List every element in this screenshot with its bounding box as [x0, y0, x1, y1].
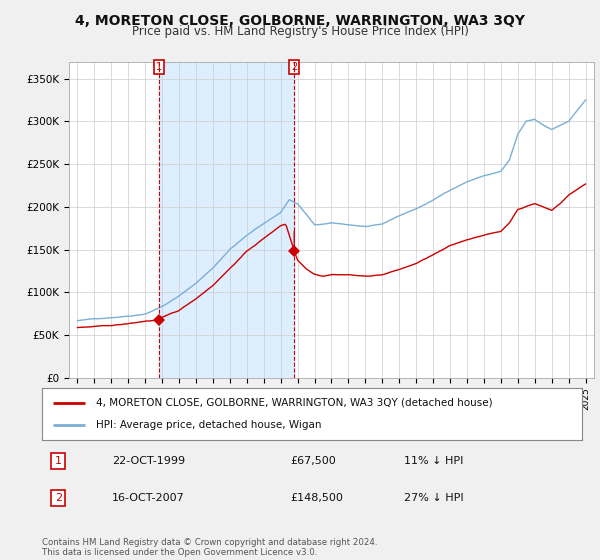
- Text: HPI: Average price, detached house, Wigan: HPI: Average price, detached house, Wiga…: [96, 420, 322, 430]
- Text: £67,500: £67,500: [290, 456, 336, 466]
- Bar: [159, 62, 294, 378]
- Text: 2: 2: [291, 62, 298, 72]
- Text: 4, MORETON CLOSE, GOLBORNE, WARRINGTON, WA3 3QY: 4, MORETON CLOSE, GOLBORNE, WARRINGTON, …: [75, 14, 525, 28]
- Text: 16-OCT-2007: 16-OCT-2007: [112, 493, 185, 503]
- Text: Contains HM Land Registry data © Crown copyright and database right 2024.
This d: Contains HM Land Registry data © Crown c…: [42, 538, 377, 557]
- Text: 22-OCT-1999: 22-OCT-1999: [112, 456, 185, 466]
- Text: 1: 1: [55, 456, 62, 466]
- Text: Price paid vs. HM Land Registry's House Price Index (HPI): Price paid vs. HM Land Registry's House …: [131, 25, 469, 38]
- Text: 2: 2: [55, 493, 62, 503]
- Text: 1: 1: [155, 62, 162, 72]
- Text: 4, MORETON CLOSE, GOLBORNE, WARRINGTON, WA3 3QY (detached house): 4, MORETON CLOSE, GOLBORNE, WARRINGTON, …: [96, 398, 493, 408]
- Text: 27% ↓ HPI: 27% ↓ HPI: [404, 493, 463, 503]
- Text: £148,500: £148,500: [290, 493, 343, 503]
- Text: 11% ↓ HPI: 11% ↓ HPI: [404, 456, 463, 466]
